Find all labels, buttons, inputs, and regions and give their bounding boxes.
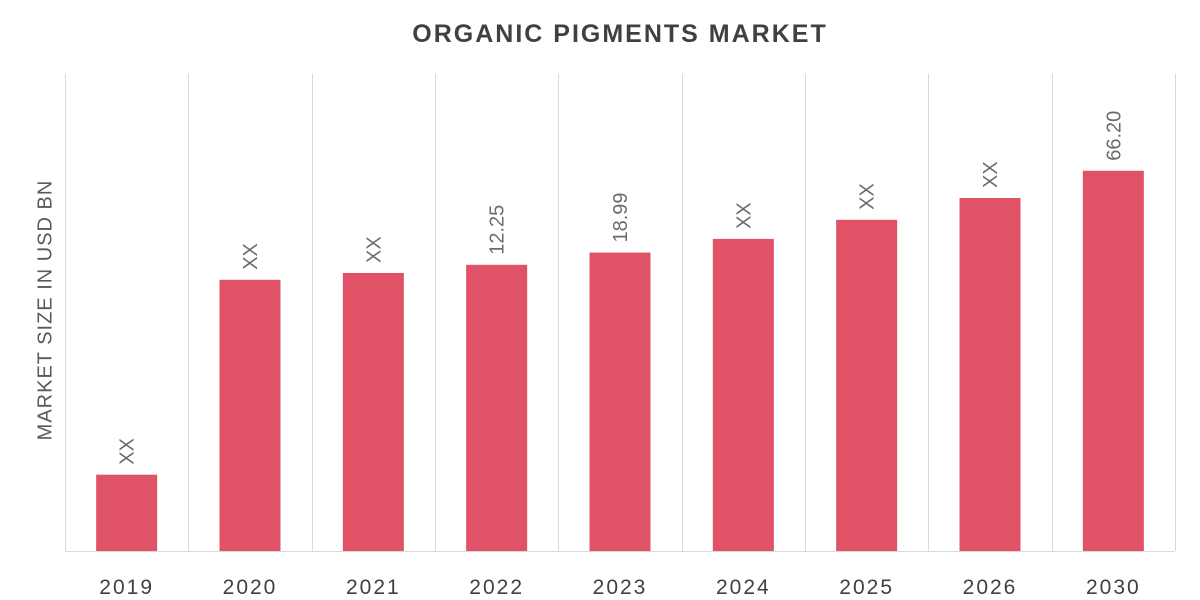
bar-2019 bbox=[96, 474, 158, 551]
x-tick-label: 2025 bbox=[839, 576, 894, 599]
x-tick-label: 2020 bbox=[223, 576, 278, 599]
data-label: 12.25 bbox=[487, 205, 509, 255]
x-tick-label: 2023 bbox=[593, 576, 648, 599]
data-label: XX bbox=[980, 161, 1002, 188]
bar-2024 bbox=[712, 238, 774, 552]
x-tick-label: 2022 bbox=[469, 576, 524, 599]
x-tick-label: 2026 bbox=[963, 576, 1018, 599]
bar-2022 bbox=[466, 264, 528, 551]
bar-2021 bbox=[342, 272, 404, 551]
chart-title: ORGANIC PIGMENTS MARKET bbox=[412, 20, 828, 48]
x-tick-label: 2024 bbox=[716, 576, 771, 599]
bar-2025 bbox=[836, 219, 898, 551]
bar-2026 bbox=[959, 198, 1021, 551]
data-label: 18.99 bbox=[610, 192, 632, 242]
bar-2023 bbox=[589, 252, 651, 551]
x-tick-label: 2030 bbox=[1086, 576, 1141, 599]
x-tick-label: 2019 bbox=[99, 576, 154, 599]
bar-2030 bbox=[1082, 170, 1144, 551]
data-label: XX bbox=[733, 202, 755, 229]
bar-2020 bbox=[219, 279, 281, 551]
data-label: XX bbox=[857, 183, 879, 210]
data-label: 66.20 bbox=[1103, 111, 1125, 161]
x-tick-label: 2021 bbox=[346, 576, 401, 599]
data-label: XX bbox=[117, 438, 139, 465]
data-label: XX bbox=[240, 243, 262, 270]
data-label: XX bbox=[363, 236, 385, 263]
